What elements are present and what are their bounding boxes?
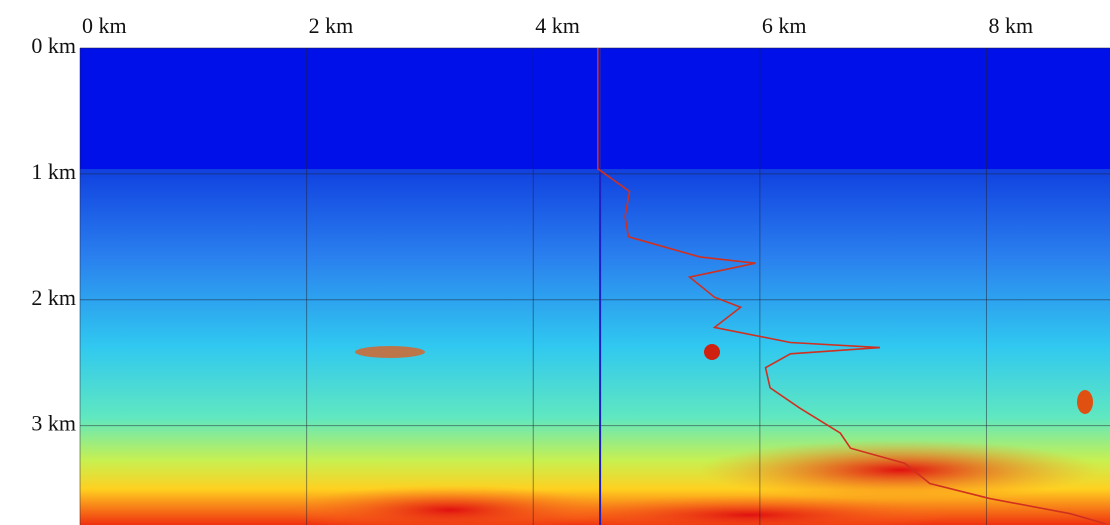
y-tick-label: 1 km <box>31 159 76 184</box>
x-tick-label: 6 km <box>762 13 807 38</box>
chart: 0 km 2 km 4 km 6 km 8 km 0 km 1 km 2 km 3 km <box>0 0 1110 525</box>
x-tick-label: 0 km <box>82 13 127 38</box>
y-tick-label: 3 km <box>31 411 76 436</box>
x-tick-label: 8 km <box>988 13 1033 38</box>
x-tick-label: 4 km <box>535 13 580 38</box>
x-tick-label: 2 km <box>309 13 354 38</box>
seismic-image <box>80 48 1110 525</box>
y-tick-label: 2 km <box>31 285 76 310</box>
y-tick-label: 0 km <box>31 33 76 58</box>
